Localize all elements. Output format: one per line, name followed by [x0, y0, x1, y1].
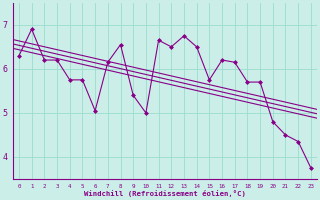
X-axis label: Windchill (Refroidissement éolien,°C): Windchill (Refroidissement éolien,°C): [84, 190, 246, 197]
